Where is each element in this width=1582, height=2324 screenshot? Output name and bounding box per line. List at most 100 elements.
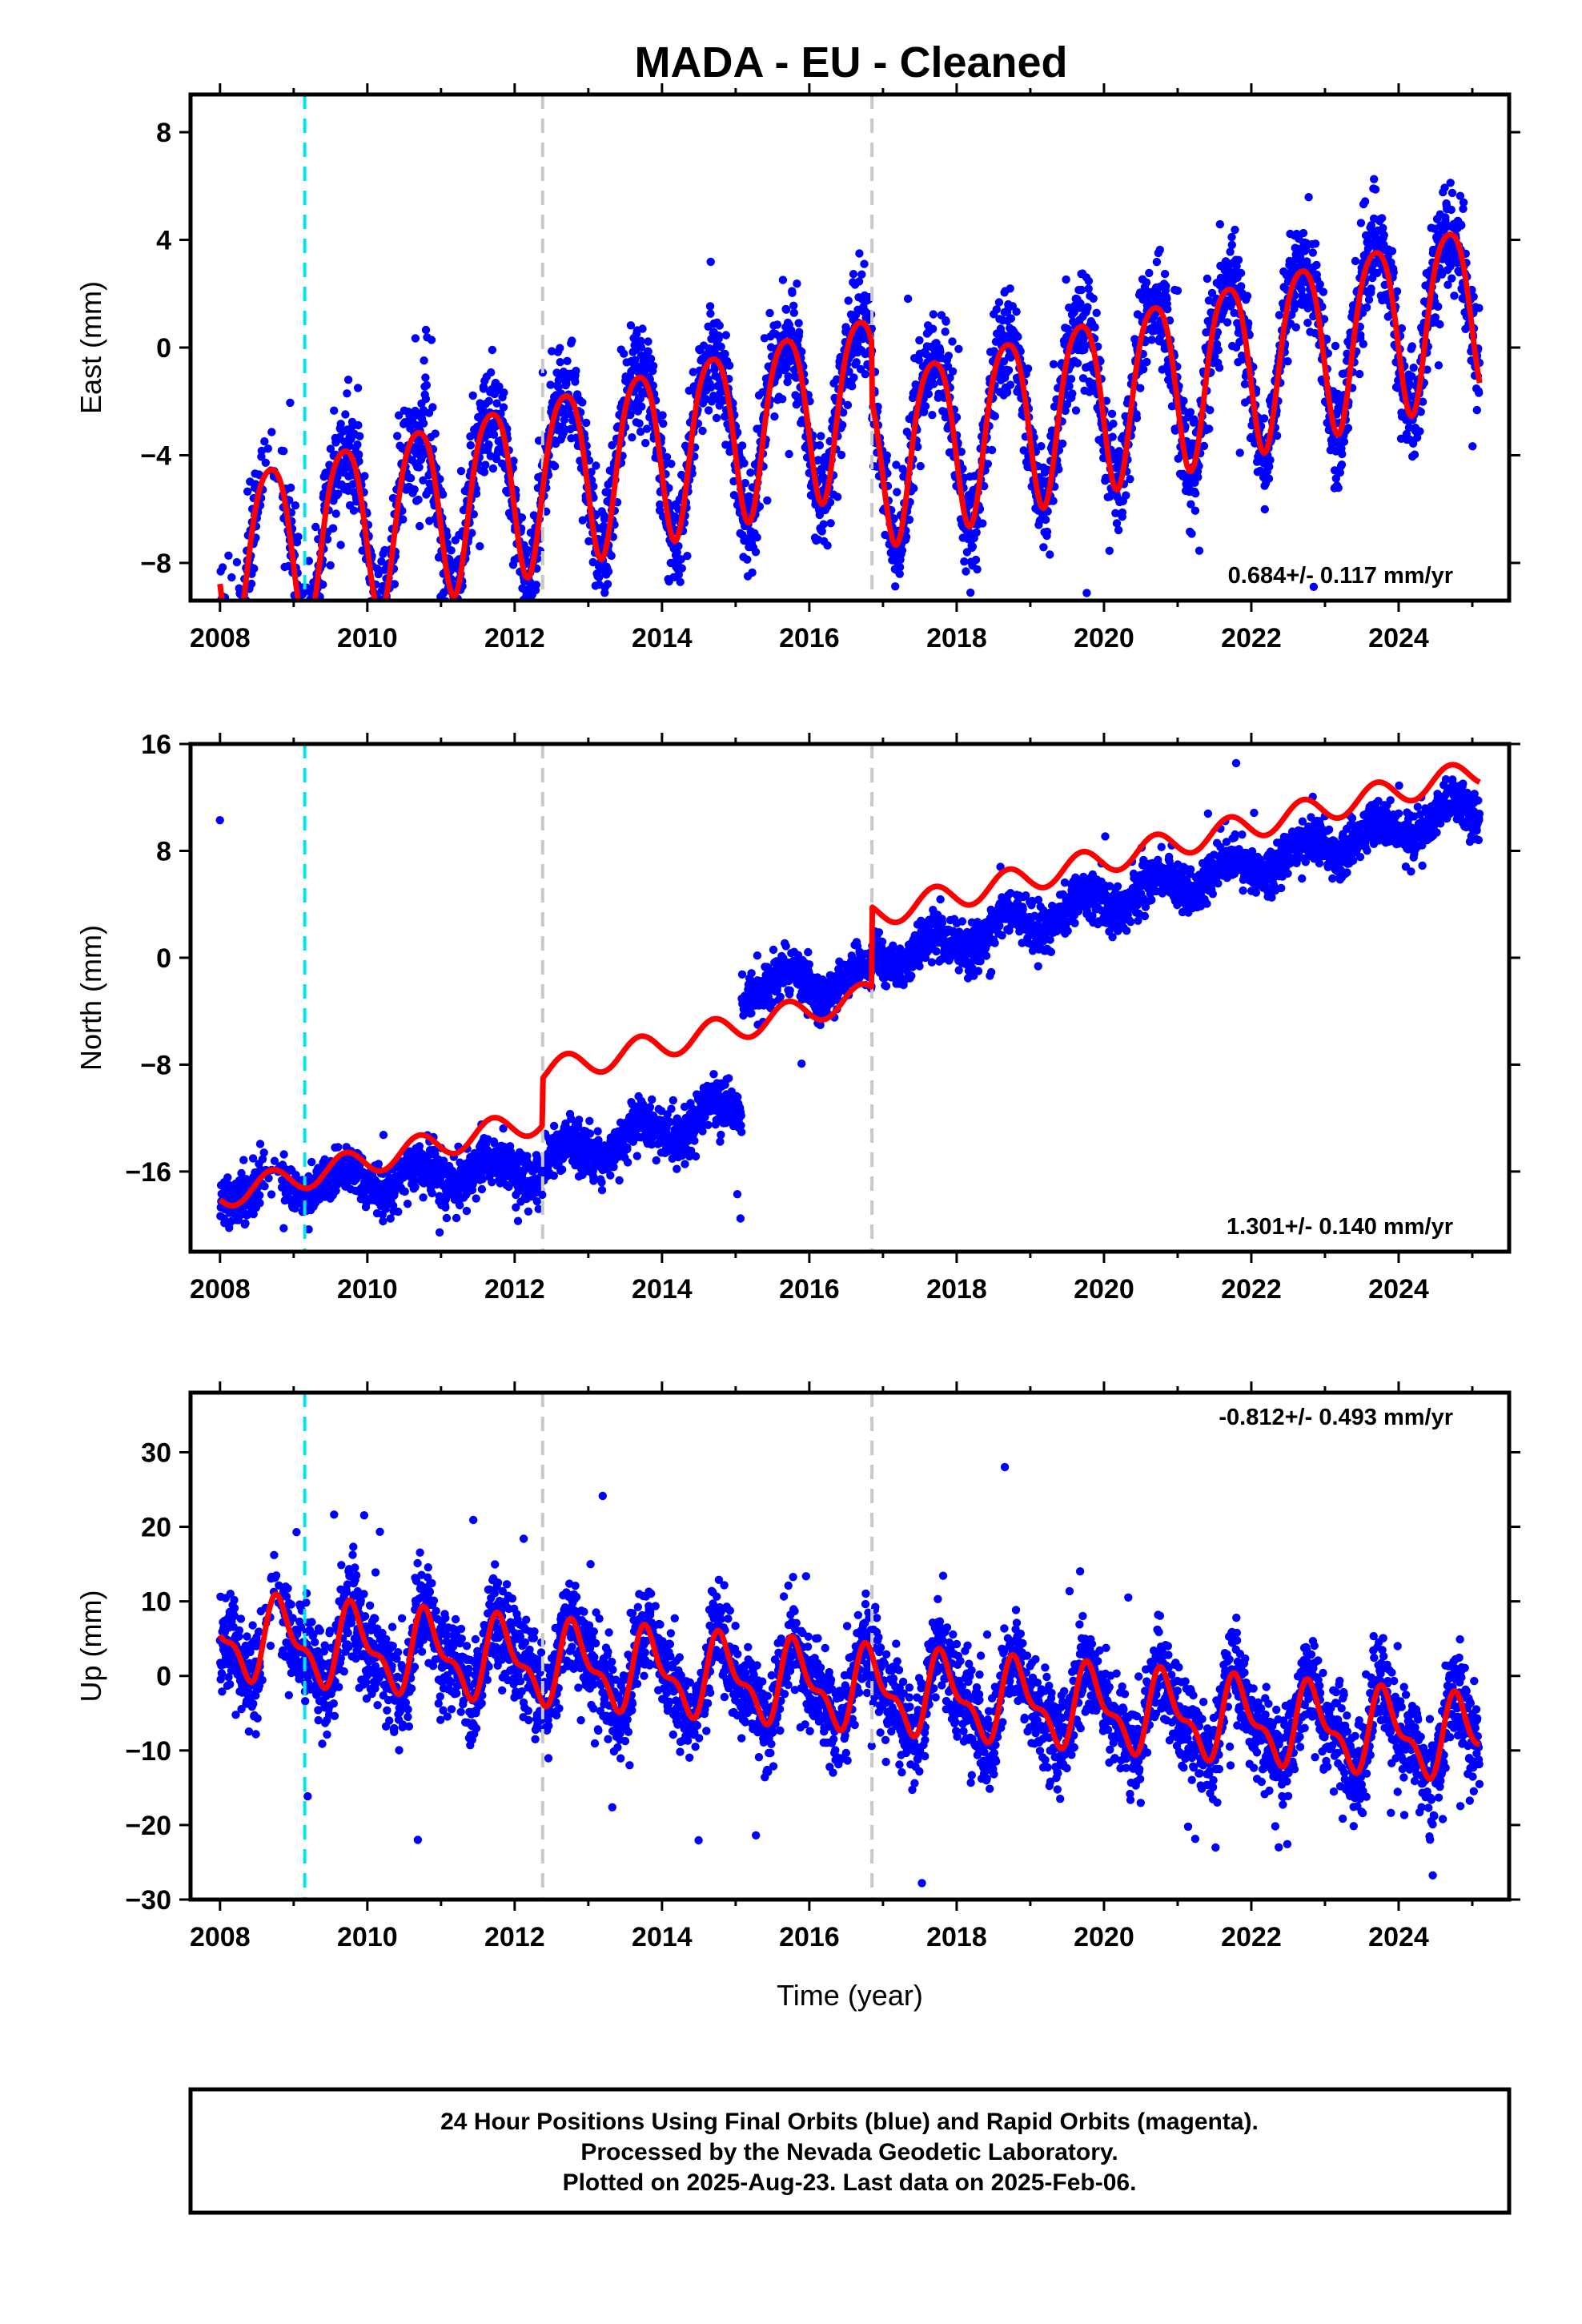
east-data-point — [294, 533, 303, 541]
east-data-point — [1337, 460, 1347, 469]
east-data-point — [419, 419, 428, 428]
east-data-point — [1105, 546, 1114, 555]
east-data-point — [1371, 185, 1380, 194]
east-data-point — [298, 644, 306, 652]
north-data-point — [255, 1199, 264, 1208]
east-data-point — [1475, 304, 1484, 312]
east-data-point — [638, 324, 647, 333]
east-data-point — [1377, 214, 1387, 223]
east-data-point — [452, 616, 460, 624]
east-data-point — [453, 630, 461, 638]
east-data-point — [741, 479, 749, 488]
east-data-point — [224, 551, 233, 560]
east-data-point — [1379, 223, 1387, 232]
east-data-point — [228, 602, 236, 610]
east-data-point — [369, 614, 377, 622]
east-data-point — [1215, 364, 1224, 372]
east-data-point — [901, 533, 911, 541]
east-data-point — [706, 257, 715, 267]
east-data-point — [1014, 332, 1022, 341]
north-data-point — [334, 1143, 343, 1152]
east-data-point — [436, 475, 444, 484]
east-data-point — [1410, 450, 1419, 459]
east-data-point — [604, 567, 613, 576]
east-data-point — [794, 319, 803, 328]
east-data-point — [370, 613, 378, 621]
east-data-point — [971, 555, 981, 565]
east-data-point — [227, 610, 235, 618]
east-data-point — [302, 632, 310, 640]
east-data-point — [973, 565, 982, 574]
east-data-point — [1237, 282, 1246, 291]
east-x-tick-label: 2020 — [1074, 623, 1134, 653]
east-data-point — [355, 432, 364, 440]
east-data-point — [336, 420, 345, 428]
east-data-point — [837, 450, 846, 460]
north-data-point — [374, 1160, 383, 1168]
north-data-point — [279, 1150, 288, 1159]
east-data-point — [795, 328, 804, 336]
east-data-point — [578, 398, 587, 407]
east-data-point — [852, 358, 861, 367]
east-data-point — [232, 557, 242, 567]
east-data-point — [427, 336, 436, 344]
east-data-point — [992, 305, 1002, 314]
east-data-point — [421, 373, 430, 382]
east-x-tick-label: 2016 — [779, 623, 840, 653]
east-data-point — [895, 563, 905, 572]
east-data-point — [705, 302, 715, 311]
east-data-point — [972, 528, 981, 537]
north-data-point — [435, 1228, 444, 1237]
east-data-point — [225, 662, 233, 670]
east-data-point — [1447, 274, 1456, 283]
east-data-point — [704, 406, 713, 415]
east-data-point — [455, 622, 463, 630]
east-data-point — [1215, 219, 1225, 229]
east-data-point — [1068, 389, 1077, 398]
east-data-point — [833, 493, 842, 501]
east-data-point — [942, 317, 950, 326]
east-data-point — [1037, 442, 1046, 451]
east-data-point — [746, 468, 755, 477]
east-data-point — [793, 279, 801, 288]
east-data-point — [329, 524, 338, 533]
east-data-point — [299, 652, 307, 660]
east-data-point — [379, 612, 387, 620]
north-data-point — [428, 1188, 436, 1198]
east-data-point — [968, 542, 978, 551]
east-data-point — [374, 569, 383, 579]
east-data-point — [600, 514, 609, 524]
east-data-point — [349, 506, 359, 515]
east-data-point — [234, 677, 242, 685]
north-data-point — [379, 1216, 387, 1226]
east-data-point — [646, 354, 656, 364]
east-data-point — [676, 577, 685, 586]
east-data-point — [763, 496, 772, 505]
east-y-tick-label: −8 — [140, 549, 171, 579]
east-data-point — [1147, 336, 1156, 344]
east-data-point — [1299, 228, 1308, 238]
north-data-point — [403, 1200, 412, 1208]
east-data-point — [304, 624, 312, 632]
east-data-point — [481, 460, 490, 469]
east-data-point — [1360, 197, 1370, 206]
east-data-point — [1191, 506, 1200, 515]
east-data-point — [298, 650, 306, 658]
east-data-point — [903, 294, 913, 304]
east-data-point — [451, 629, 459, 637]
east-data-point — [382, 608, 390, 616]
east-data-point — [737, 441, 747, 450]
east-data-point — [456, 467, 466, 476]
east-data-point — [921, 402, 930, 411]
east-data-point — [1227, 232, 1236, 242]
east-data-point — [489, 430, 499, 439]
east-data-point — [237, 677, 245, 686]
east-data-point — [443, 531, 452, 541]
east-data-point — [1446, 179, 1455, 187]
east-data-point — [1058, 439, 1067, 448]
east-data-point — [353, 440, 362, 449]
east-data-point — [1205, 424, 1214, 433]
east-data-point — [393, 432, 402, 440]
east-data-point — [677, 555, 685, 564]
east-data-point — [1084, 276, 1094, 286]
